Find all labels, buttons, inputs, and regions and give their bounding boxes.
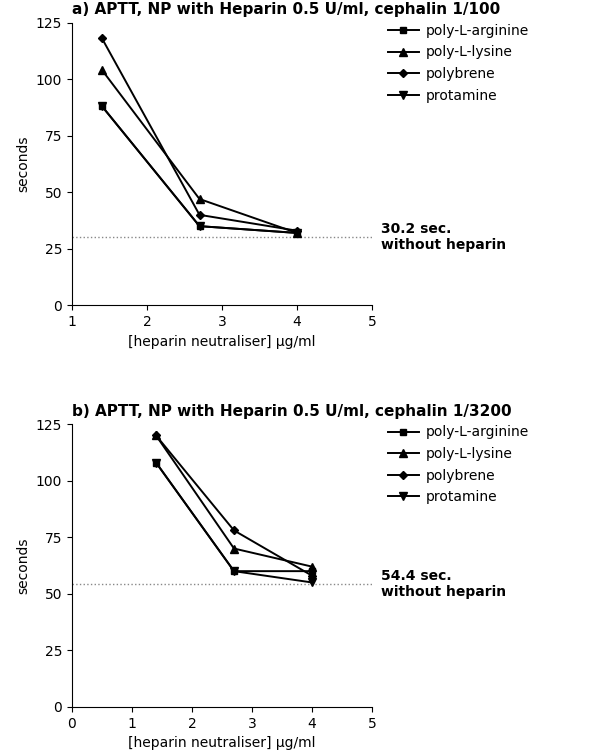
- Text: a) APTT, NP with Heparin 0.5 U/ml, cephalin 1/100: a) APTT, NP with Heparin 0.5 U/ml, cepha…: [72, 2, 500, 17]
- Legend: poly-L-arginine, poly-L-lysine, polybrene, protamine: poly-L-arginine, poly-L-lysine, polybren…: [388, 24, 529, 103]
- Text: b) APTT, NP with Heparin 0.5 U/ml, cephalin 1/3200: b) APTT, NP with Heparin 0.5 U/ml, cepha…: [72, 404, 512, 419]
- X-axis label: [heparin neutraliser] μg/ml: [heparin neutraliser] μg/ml: [128, 335, 316, 349]
- Text: 30.2 sec.
without heparin: 30.2 sec. without heparin: [381, 222, 506, 252]
- Text: 54.4 sec.
without heparin: 54.4 sec. without heparin: [381, 569, 506, 599]
- Y-axis label: seconds: seconds: [16, 537, 31, 594]
- Y-axis label: seconds: seconds: [16, 135, 31, 193]
- X-axis label: [heparin neutraliser] μg/ml: [heparin neutraliser] μg/ml: [128, 736, 316, 750]
- Legend: poly-L-arginine, poly-L-lysine, polybrene, protamine: poly-L-arginine, poly-L-lysine, polybren…: [388, 426, 529, 505]
